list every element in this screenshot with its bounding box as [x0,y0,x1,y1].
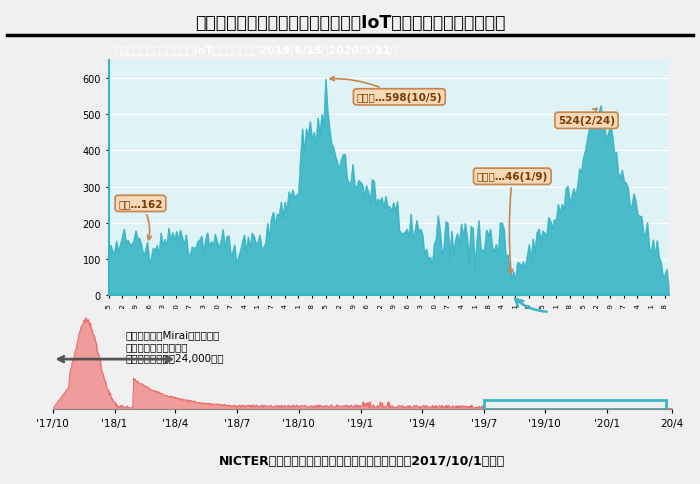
Text: （参考）マルウェアに感染しているIoT機器の検知状況について: （参考）マルウェアに感染しているIoT機器の検知状況について [195,14,505,31]
Text: 524(2/24): 524(2/24) [558,109,615,126]
Text: マルウェアに感染しているIoT機器の検知数（2019/6/15〜2020/3/31）: マルウェアに感染しているIoT機器の検知数（2019/6/15〜2020/3/3… [114,45,397,55]
Text: マルウェア（Mirai等）による: マルウェア（Mirai等）による [125,330,220,340]
Text: 平均…162: 平均…162 [118,199,162,241]
Text: ルータへの大規模感染: ルータへの大規模感染 [125,341,188,351]
Text: 最大値…598(10/5): 最大値…598(10/5) [330,77,442,103]
Text: （ピーク時で最大24,000件）: （ピーク時で最大24,000件） [125,352,224,362]
Bar [484,400,666,409]
Text: NICTERプロジェクトにおける長期的な観測傾向（2017/10/1以降）: NICTERプロジェクトにおける長期的な観測傾向（2017/10/1以降） [219,454,505,468]
Text: 最小値…46(1/9): 最小値…46(1/9) [477,172,548,274]
